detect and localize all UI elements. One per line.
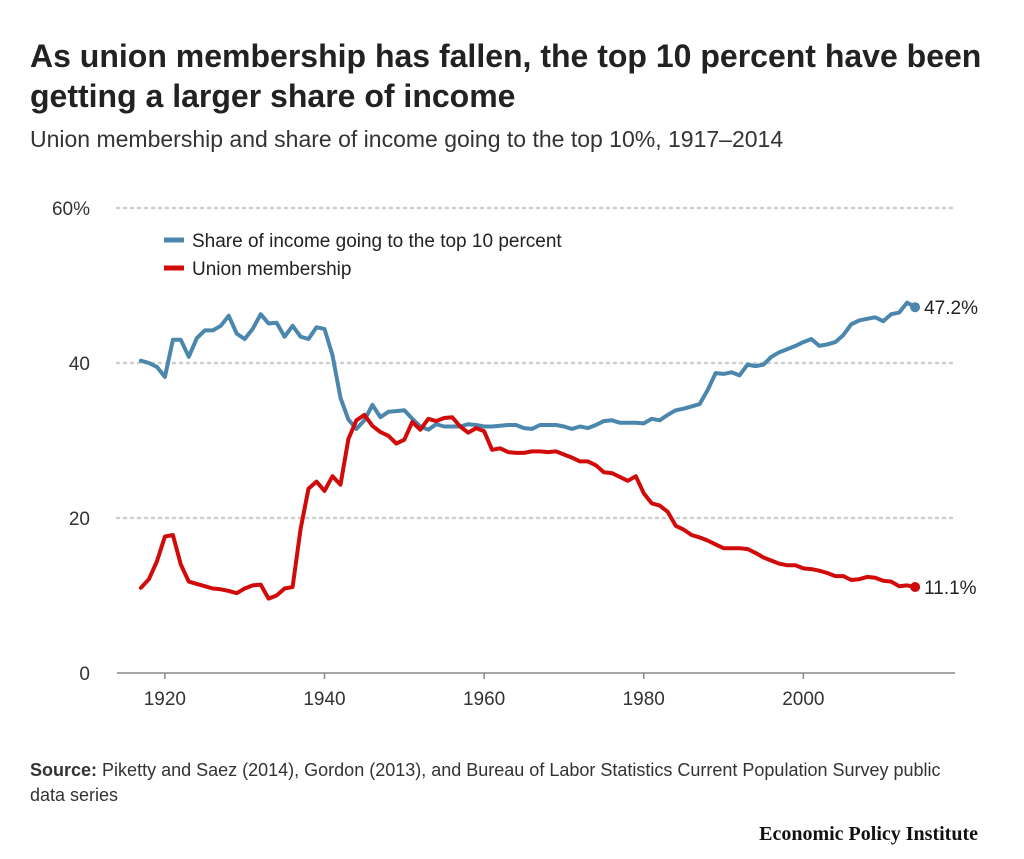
end-value-label: 47.2% bbox=[924, 298, 978, 319]
brand-logo-text: Economic Policy Institute bbox=[759, 823, 978, 845]
legend-label: Union membership bbox=[192, 259, 351, 280]
x-tick-label: 1940 bbox=[303, 689, 345, 710]
chart-subtitle: Union membership and share of income goi… bbox=[30, 126, 784, 152]
y-tick-label: 0 bbox=[79, 664, 90, 685]
end-value-label: 11.1% bbox=[924, 578, 977, 599]
end-point-marker bbox=[910, 302, 921, 313]
source-note: Source: Piketty and Saez (2014), Gordon … bbox=[30, 758, 970, 808]
chart-title: As union membership has fallen, the top … bbox=[30, 38, 982, 114]
series-line-income-share bbox=[138, 300, 918, 432]
x-tick-label: 1980 bbox=[623, 689, 665, 710]
legend-box bbox=[152, 226, 630, 288]
x-tick-label: 1920 bbox=[144, 689, 186, 710]
legend-label: Share of income going to the top 10 perc… bbox=[192, 231, 562, 252]
y-tick-label: 40 bbox=[69, 354, 90, 375]
series-line-union-membership bbox=[138, 412, 918, 601]
line-chart: 0 20 40 60% 1920 1940 1960 1980 2000 47.2% Share o… bbox=[52, 199, 978, 710]
x-tick-label: 2000 bbox=[782, 689, 824, 710]
y-tick-label: 60% bbox=[52, 199, 90, 220]
y-tick-label: 20 bbox=[69, 509, 90, 530]
source-label: Source: bbox=[30, 760, 98, 780]
source-text: Piketty and Saez (2014), Gordon (2013), … bbox=[30, 760, 941, 805]
end-point-marker bbox=[910, 581, 921, 592]
x-tick-label: 1960 bbox=[463, 689, 505, 710]
